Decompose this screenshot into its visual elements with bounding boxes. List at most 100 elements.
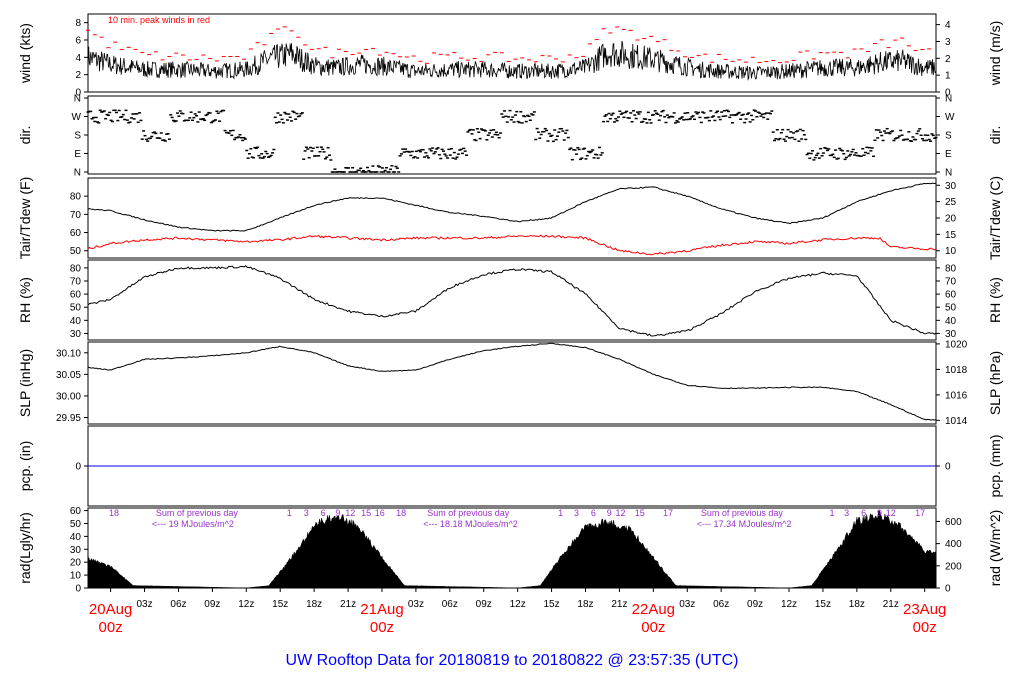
rh-right-tick-label: 70 xyxy=(945,276,957,287)
x-hour-label: 12z xyxy=(510,599,526,610)
wind-kts-tick-label: 0 xyxy=(75,88,81,99)
x-date-label: 21Aug xyxy=(360,601,403,618)
rh-panel-frame xyxy=(87,259,937,341)
wind-speed-line xyxy=(87,40,936,81)
x-hour-label: 06z xyxy=(442,599,458,610)
x-date-time-label: 00z xyxy=(641,619,665,636)
tdew-line xyxy=(87,234,937,256)
wind-kts-tick-label: 8 xyxy=(75,18,81,29)
rad-hour-mark: 18 xyxy=(109,508,119,518)
wind-ms-axis-label: wind (m/s) xyxy=(987,21,1003,87)
rad-hour-mark: 17 xyxy=(915,508,925,518)
rh-right-tick-label: 60 xyxy=(945,290,957,301)
wind-kts-tick-label: 4 xyxy=(75,53,81,64)
x-hour-label: 21z xyxy=(883,599,899,610)
rad-sum-title: Sum of previous day xyxy=(156,508,239,518)
rad-sum-title: Sum of previous day xyxy=(427,508,510,518)
x-date-time-label: 00z xyxy=(913,619,937,636)
wind-kts-tick-label: 6 xyxy=(75,36,81,47)
x-hour-label: 06z xyxy=(170,599,186,610)
x-date-time-label: 00z xyxy=(370,619,394,636)
pcp-in-tick-label: 0 xyxy=(75,462,81,473)
temp-f-axis-label: Tair/Tdew (F) xyxy=(17,177,33,259)
rad-wm2-tick-label: 400 xyxy=(945,539,962,550)
rh-left-tick-label: 40 xyxy=(70,316,82,327)
slp-hpa-tick-label: 1014 xyxy=(945,416,968,427)
rad-wm2-tick-label: 0 xyxy=(945,584,951,595)
dir-right-tick-label: S xyxy=(945,131,952,142)
rad-hour-mark: 17 xyxy=(663,508,673,518)
slp-inhg-tick-label: 30.10 xyxy=(56,348,81,359)
temp-f-tick-label: 60 xyxy=(70,228,82,239)
slp-inhg-axis-label: SLP (inHg) xyxy=(17,349,33,417)
pcp-in-axis-label: pcp. (in) xyxy=(17,441,33,492)
rad-hour-mark: 15 xyxy=(635,508,645,518)
temp-c-tick-label: 10 xyxy=(945,246,957,257)
rad-hour-mark: 6 xyxy=(321,508,326,518)
rad-hour-mark: 12 xyxy=(345,508,355,518)
slp-hpa-tick-label: 1020 xyxy=(945,339,968,350)
rad-lgly-tick-label: 30 xyxy=(70,545,82,556)
slp-inhg-tick-label: 30.00 xyxy=(56,391,81,402)
rad-hour-mark: 9 xyxy=(335,508,340,518)
temp-f-tick-label: 70 xyxy=(70,210,82,221)
x-hour-label: 09z xyxy=(204,599,220,610)
x-hour-label: 21z xyxy=(611,599,627,610)
rh-left-axis-label: RH (%) xyxy=(17,277,33,323)
x-hour-label: 18z xyxy=(849,599,865,610)
dir-left-axis-label: dir. xyxy=(17,126,33,145)
x-hour-label: 03z xyxy=(679,599,695,610)
rad-lgly-tick-label: 40 xyxy=(70,532,82,543)
rad-wm2-tick-label: 200 xyxy=(945,561,962,572)
temp-c-tick-label: 15 xyxy=(945,230,957,241)
x-hour-label: 06z xyxy=(713,599,729,610)
temp-f-tick-label: 50 xyxy=(70,246,82,257)
rad-sum-value: <--- 19 MJoules/m^2 xyxy=(152,519,234,529)
rad-hour-mark: 18 xyxy=(396,508,406,518)
rad-hour-mark: 9 xyxy=(877,508,882,518)
wind-note: 10 min. peak winds in red xyxy=(108,15,210,25)
dir-right-tick-label: N xyxy=(945,94,952,105)
temp-c-tick-label: 30 xyxy=(945,181,957,192)
x-hour-label: 09z xyxy=(747,599,763,610)
temp-c-axis-label: Tair/Tdew (C) xyxy=(987,176,1003,260)
x-hour-label: 15z xyxy=(272,599,288,610)
tair-line xyxy=(87,182,937,232)
temp-f-tick-label: 80 xyxy=(70,192,82,203)
rh-right-tick-label: 80 xyxy=(945,263,957,274)
pcp-mm-tick-label: 0 xyxy=(945,462,951,473)
dir-left-tick-label: N xyxy=(74,94,81,105)
rad-hour-mark: 6 xyxy=(591,508,596,518)
rad-hour-mark: 3 xyxy=(844,508,849,518)
rad-lgly-tick-label: 50 xyxy=(70,519,82,530)
x-hour-label: 21z xyxy=(340,599,356,610)
rad-hour-mark: 3 xyxy=(304,508,309,518)
x-date-label: 20Aug xyxy=(89,601,132,618)
wind-ms-tick-label: 1 xyxy=(945,71,951,82)
rad-hour-mark: 6 xyxy=(861,508,866,518)
slp-hpa-tick-label: 1018 xyxy=(945,365,968,376)
x-hour-label: 09z xyxy=(476,599,492,610)
pcp-mm-axis-label: pcp. (mm) xyxy=(987,435,1003,498)
dir-panel-frame xyxy=(87,95,937,175)
dir-right-tick-label: N xyxy=(945,168,952,179)
x-hour-label: 03z xyxy=(136,599,152,610)
rad-lgly-tick-label: 60 xyxy=(70,506,82,517)
dir-left-tick-label: N xyxy=(74,168,81,179)
wind-ms-tick-label: 4 xyxy=(945,20,951,31)
rad-hour-mark: 1 xyxy=(558,508,563,518)
rh-line xyxy=(87,265,937,337)
x-hour-label: 12z xyxy=(238,599,254,610)
wind-kts-axis-label: wind (kts) xyxy=(17,23,33,84)
rad-hour-mark: 15 xyxy=(361,508,371,518)
rh-left-tick-label: 70 xyxy=(70,276,82,287)
wind-kts-tick-label: 2 xyxy=(75,70,81,81)
x-hour-label: 15z xyxy=(815,599,831,610)
dir-right-tick-label: E xyxy=(945,149,952,160)
rad-lgly-tick-label: 20 xyxy=(70,558,82,569)
x-hour-label: 18z xyxy=(306,599,322,610)
slp-panel-frame xyxy=(87,341,937,425)
rh-left-tick-label: 60 xyxy=(70,290,82,301)
rh-right-axis-label: RH (%) xyxy=(987,277,1003,323)
